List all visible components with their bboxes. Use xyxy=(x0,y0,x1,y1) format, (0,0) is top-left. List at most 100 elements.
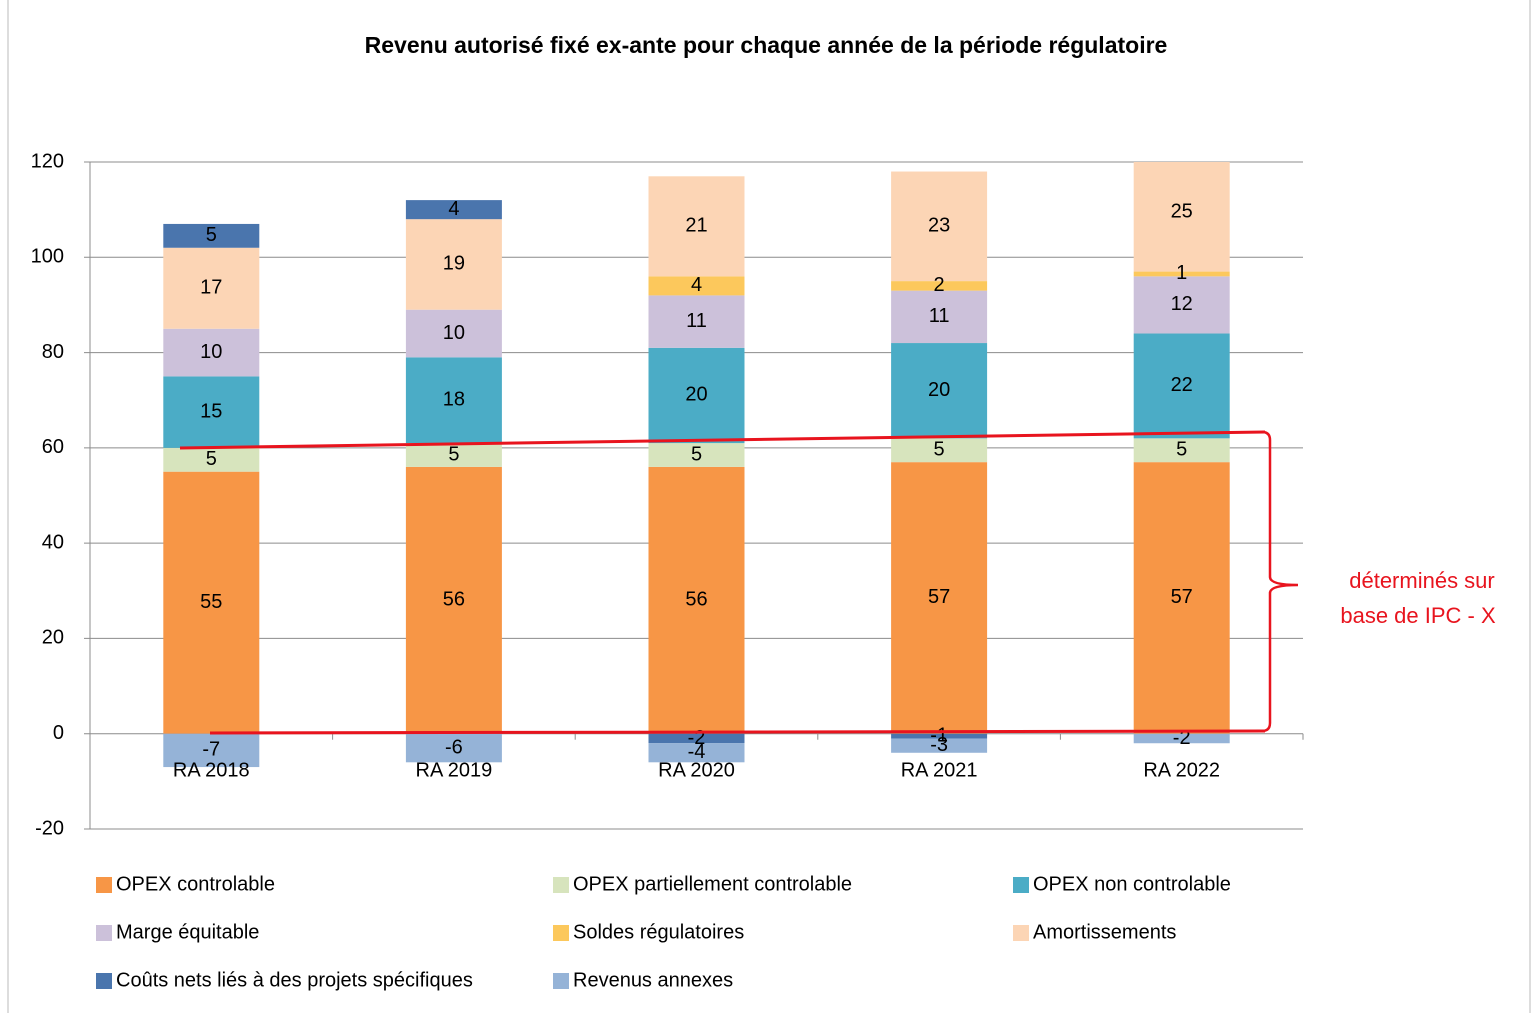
value-label: -6 xyxy=(445,736,463,758)
y-tick-label: 0 xyxy=(53,722,64,744)
x-tick-label: RA 2019 xyxy=(416,759,493,781)
bar-segment xyxy=(163,447,260,472)
legend-swatch xyxy=(1013,925,1029,941)
value-label: 11 xyxy=(686,310,707,332)
value-label: 56 xyxy=(685,589,707,611)
value-label: 11 xyxy=(929,305,950,327)
legend-label: OPEX partiellement controlable xyxy=(573,873,852,895)
value-label: 57 xyxy=(1171,586,1193,608)
legend-label: Soldes régulatoires xyxy=(573,921,744,943)
value-label: 5 xyxy=(691,443,702,465)
bar-segment xyxy=(891,738,988,753)
bracket xyxy=(1261,430,1299,733)
value-label: 18 xyxy=(443,388,465,410)
bar-segment xyxy=(163,471,260,734)
bar-segment xyxy=(405,466,502,734)
x-tick-label: RA 2021 xyxy=(901,759,978,781)
y-tick-label: 100 xyxy=(31,246,64,268)
bar-segment xyxy=(891,438,988,463)
value-label: 23 xyxy=(928,215,950,237)
bar-segment xyxy=(648,276,745,296)
value-label: 17 xyxy=(200,277,222,299)
x-tick-label: RA 2018 xyxy=(173,759,250,781)
bar-segment xyxy=(405,200,502,220)
bar-segment xyxy=(1133,438,1230,463)
legend-label: Coûts nets liés à des projets spécifique… xyxy=(116,969,473,991)
annotation: déterminés sur xyxy=(1349,568,1495,593)
value-label: -3 xyxy=(930,734,948,756)
value-label: 20 xyxy=(685,384,707,406)
y-tick-label: 80 xyxy=(42,341,64,363)
bar-segment xyxy=(891,171,988,282)
value-label: 5 xyxy=(206,448,217,470)
legend-swatch xyxy=(553,877,569,893)
value-label: 55 xyxy=(200,591,222,613)
bar-segment xyxy=(648,743,745,763)
legend-swatch xyxy=(96,877,112,893)
bar-segment xyxy=(891,462,988,734)
bar-segment xyxy=(648,347,745,444)
bar-segment xyxy=(1133,276,1230,334)
value-label: 20 xyxy=(928,379,950,401)
annotation-lines xyxy=(179,430,1299,735)
legend-label: OPEX non controlable xyxy=(1033,873,1231,895)
legend-label: Revenus annexes xyxy=(573,969,733,991)
legend-swatch xyxy=(553,925,569,941)
bar-segment xyxy=(648,176,745,277)
bar-segment xyxy=(163,247,260,329)
annotation: base de IPC - X xyxy=(1340,603,1496,628)
bar-segment xyxy=(405,309,502,358)
value-label: 4 xyxy=(448,198,459,220)
y-tick-label: 20 xyxy=(42,627,64,649)
legend-label: OPEX controlable xyxy=(116,873,275,895)
y-tick-label: -20 xyxy=(35,817,64,839)
chart-title: Revenu autorisé fixé ex-ante pour chaque… xyxy=(365,32,1168,58)
bar-segment xyxy=(1133,333,1230,439)
bar-segment xyxy=(648,733,745,744)
value-label: 1 xyxy=(1176,262,1187,284)
value-label: 25 xyxy=(1171,200,1193,222)
value-label: 12 xyxy=(1171,293,1193,315)
bar-segment xyxy=(163,376,260,448)
y-tick-label: 60 xyxy=(42,436,64,458)
bar-segment xyxy=(891,281,988,291)
chart-frame xyxy=(7,0,1531,1018)
legend-swatch xyxy=(1013,877,1029,893)
bar-segment xyxy=(405,443,502,467)
y-tick-label: 120 xyxy=(31,150,64,172)
value-label: 57 xyxy=(928,586,950,608)
value-label: -7 xyxy=(202,739,220,761)
bar-segment xyxy=(648,466,745,734)
bar-segment xyxy=(405,219,502,310)
lower-line xyxy=(209,729,1266,735)
x-tick-label: RA 2020 xyxy=(658,759,735,781)
bar-segment xyxy=(1133,462,1230,734)
value-label: 22 xyxy=(1171,374,1193,396)
bar-segment xyxy=(1133,162,1230,272)
y-tick-label: 40 xyxy=(42,531,64,553)
legend-swatch xyxy=(96,973,112,989)
bar-segment xyxy=(405,357,502,444)
legend-swatch xyxy=(553,973,569,989)
legend-swatch xyxy=(96,925,112,941)
value-label: 15 xyxy=(200,400,222,422)
value-label: 56 xyxy=(443,589,465,611)
value-label: 21 xyxy=(685,215,707,237)
bar-segment xyxy=(891,290,988,344)
bars xyxy=(163,162,1230,768)
bar-segment xyxy=(163,328,260,377)
value-label: 5 xyxy=(206,224,217,246)
bar-segment xyxy=(891,733,988,739)
value-label: 2 xyxy=(934,274,945,296)
value-label: 10 xyxy=(443,322,465,344)
bar-segment xyxy=(405,733,502,763)
legend-label: Marge équitable xyxy=(116,921,259,943)
upper-line xyxy=(179,430,1266,450)
bar-segment xyxy=(1133,271,1230,277)
value-label: 10 xyxy=(200,341,222,363)
value-label: -4 xyxy=(688,741,706,763)
value-label: 4 xyxy=(691,274,702,296)
x-tick-label: RA 2022 xyxy=(1143,759,1220,781)
